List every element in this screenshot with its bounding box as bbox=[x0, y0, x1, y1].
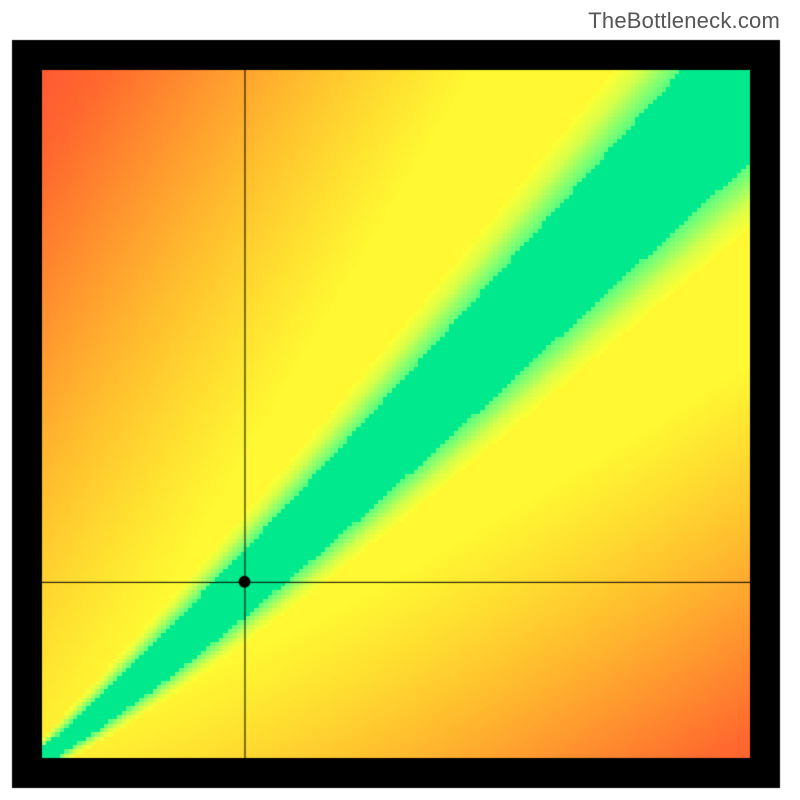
attribution-text: TheBottleneck.com bbox=[588, 8, 780, 34]
bottleneck-heatmap bbox=[0, 0, 800, 800]
